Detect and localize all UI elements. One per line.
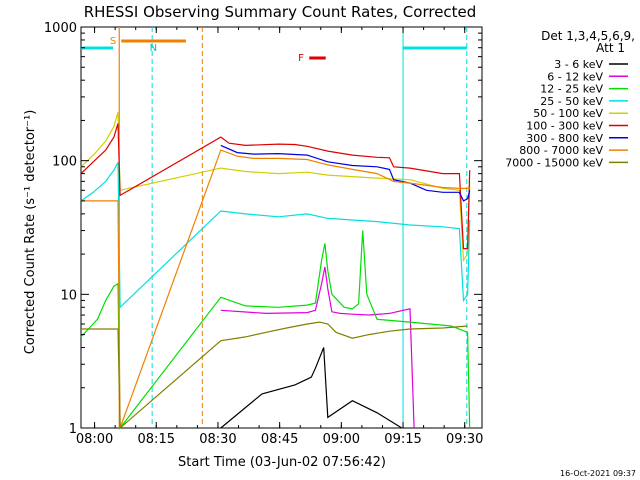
legend-header-line-2: Att 1 <box>596 41 625 55</box>
y-axis-label: Corrected Count Rate (s⁻¹ detector⁻¹) <box>23 110 38 355</box>
series-layer <box>80 112 471 430</box>
series-line <box>220 266 415 429</box>
y-tick-label: 100 <box>52 155 77 170</box>
legend-entry-label: 300 - 800 keV <box>526 132 603 145</box>
legend-entry-label: 800 - 7000 keV <box>519 144 603 157</box>
x-tick-label: 08:30 <box>199 432 236 447</box>
plot-region <box>80 26 483 429</box>
x-tick-label: 09:00 <box>323 432 360 447</box>
series-line <box>81 321 468 430</box>
series-line <box>80 230 471 430</box>
legend-entry-label: 12 - 25 keV <box>540 83 603 96</box>
series-line <box>220 347 403 429</box>
x-tick-label: 08:15 <box>138 432 175 447</box>
legend-entry-label: 6 - 12 keV <box>547 70 603 83</box>
legend-entry-label: 3 - 6 keV <box>554 58 603 71</box>
axes: 08:00 08:15 08:30 08:45 09:00 09:15 09:30 1 10 10… <box>44 21 484 447</box>
flag-label: F <box>298 53 304 64</box>
x-tick-label: 08:00 <box>76 432 113 447</box>
legend-entry-label: 100 - 300 keV <box>526 120 603 133</box>
y-tick-label: 1 <box>69 422 77 437</box>
legend-entry-label: 7000 - 15000 keV <box>505 156 603 169</box>
chart-title: RHESSI Observing Summary Count Rates, Co… <box>84 3 477 21</box>
legend-entry-label: 50 - 100 keV <box>533 107 603 120</box>
x-tick-label: 09:30 <box>446 432 483 447</box>
observing-flags: S N F <box>81 27 468 428</box>
x-tick-label: 09:15 <box>384 432 421 447</box>
flag-label: N <box>150 43 157 54</box>
x-tick-label: 08:45 <box>261 432 298 447</box>
flag-label: S <box>110 36 116 47</box>
series-line <box>80 112 471 263</box>
footer-date: 16-Oct-2021 09:37 <box>560 469 636 478</box>
series-line <box>220 144 471 202</box>
series-line <box>80 162 471 309</box>
series-line <box>80 123 471 250</box>
y-tick-label: 10 <box>60 288 77 303</box>
legend-entry-label: 25 - 50 keV <box>540 95 603 108</box>
x-axis-label: Start Time (03-Jun-02 07:56:42) <box>178 455 386 470</box>
plot-frame <box>80 26 483 429</box>
y-tick-label: 1000 <box>44 21 77 36</box>
series-line <box>81 149 470 429</box>
legend-header-line-1: Det 1,3,4,5,6,9, <box>541 29 635 43</box>
